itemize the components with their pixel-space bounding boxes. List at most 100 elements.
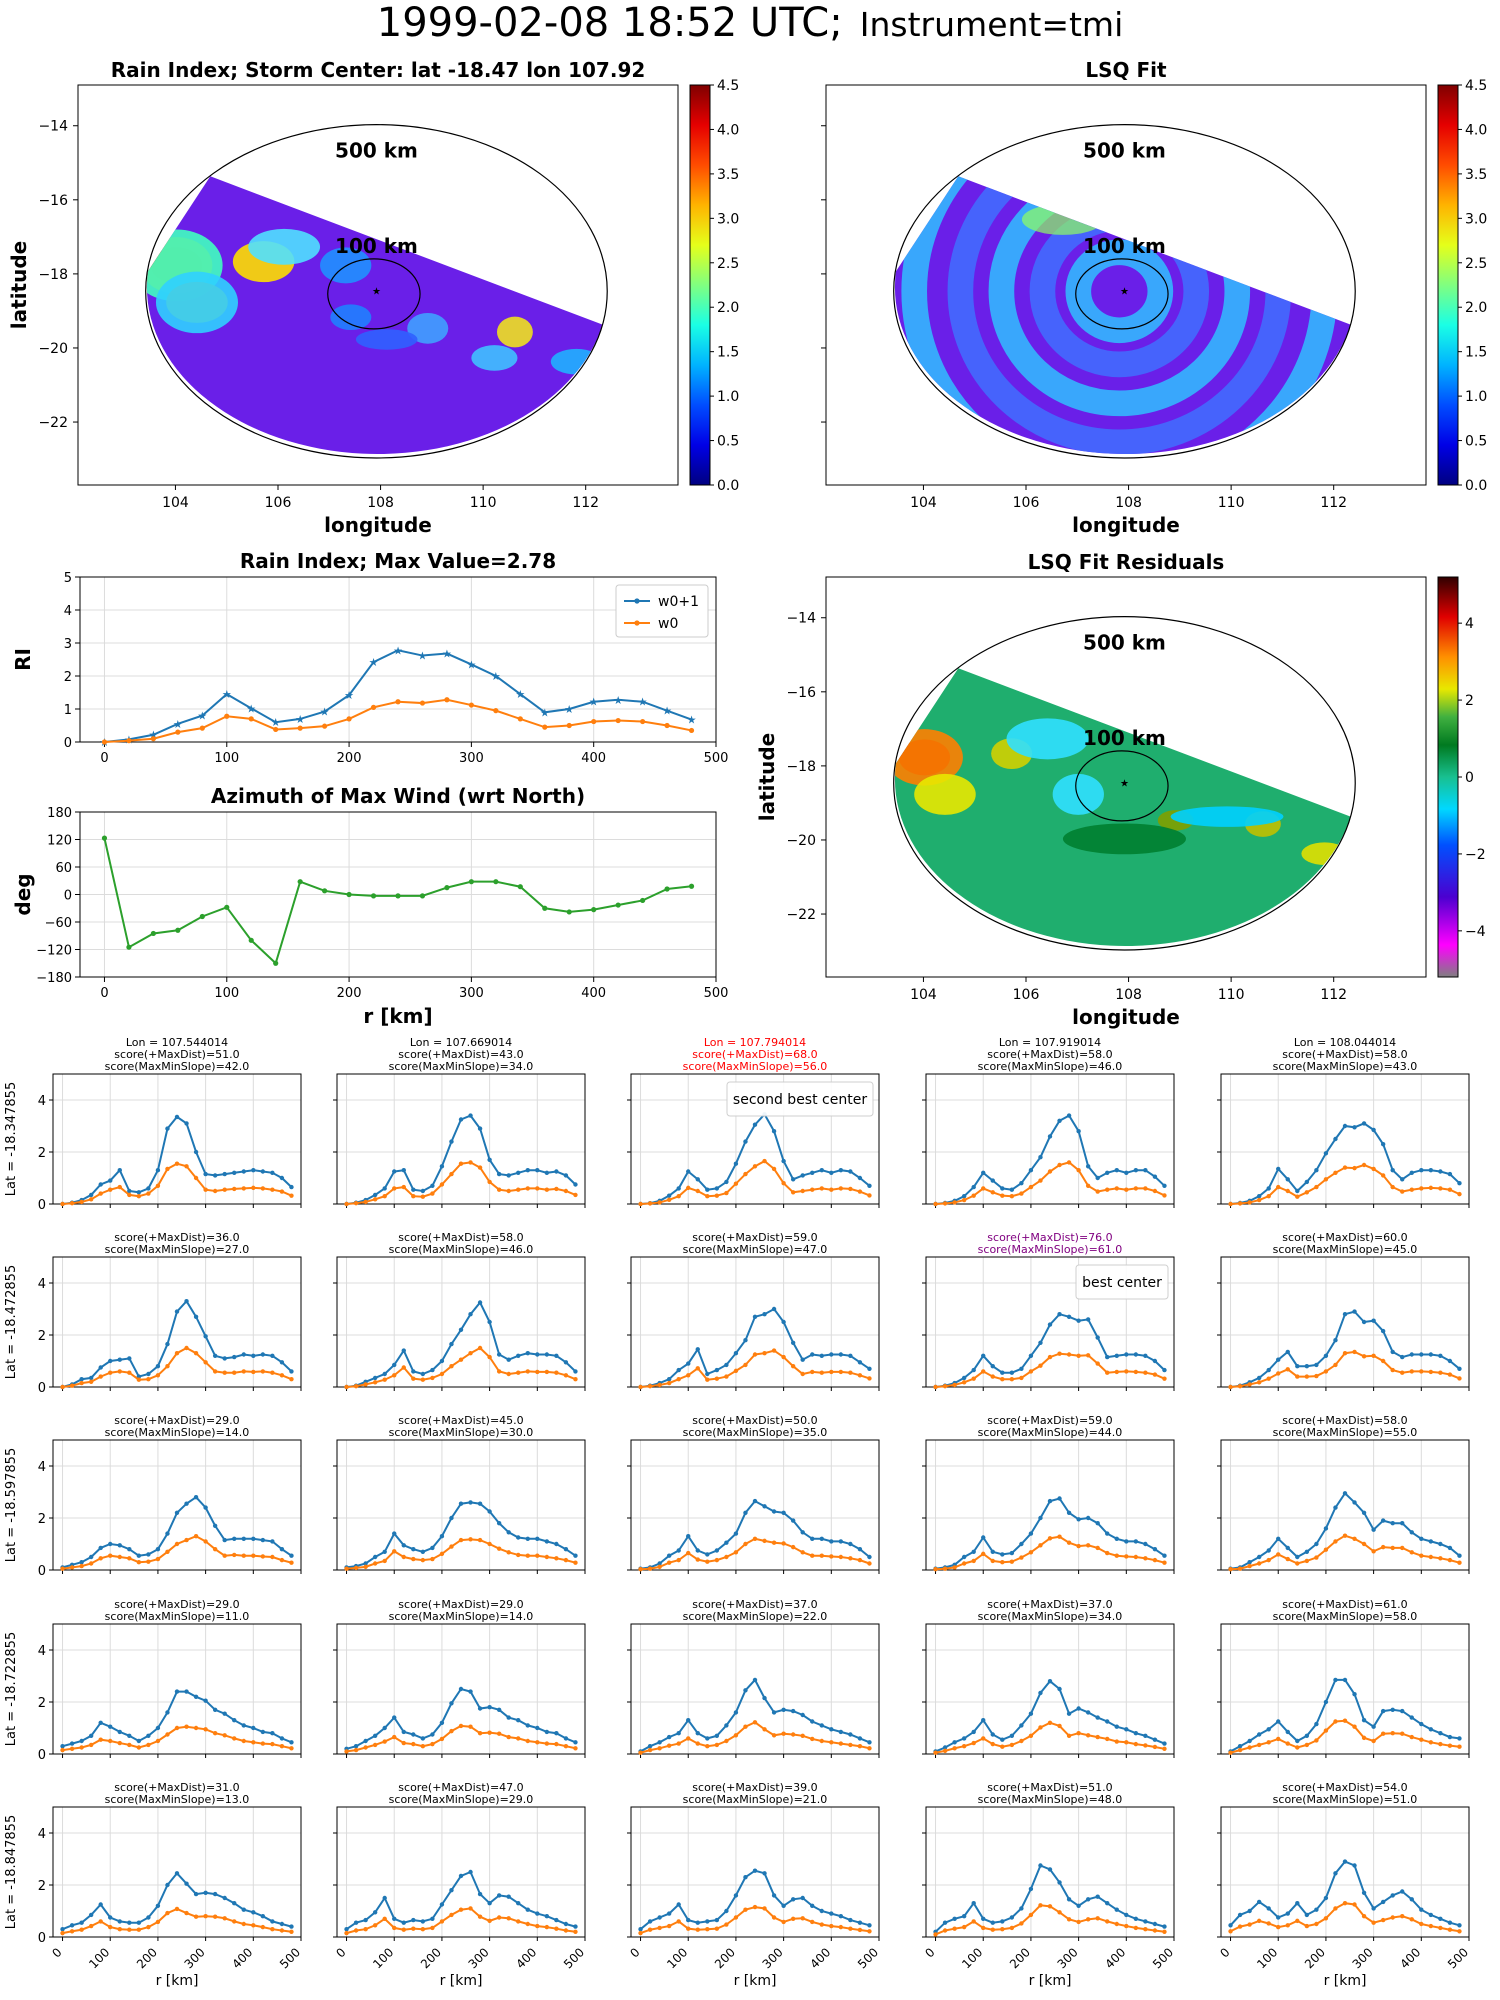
data-point	[790, 1518, 796, 1523]
data-point	[468, 1869, 473, 1875]
residual-cell	[1052, 773, 1104, 815]
data-point	[353, 1201, 359, 1206]
data-point	[1276, 1371, 1281, 1376]
row-lat-label: Lat = -18.722855	[4, 1632, 19, 1746]
data-point	[1276, 1536, 1281, 1542]
ring-500km	[145, 124, 608, 459]
data-point	[260, 1914, 266, 1919]
data-point	[790, 1364, 796, 1369]
data-point	[411, 1741, 416, 1747]
data-point	[1457, 1376, 1462, 1381]
data-point	[781, 1731, 786, 1736]
data-point	[1143, 1733, 1148, 1739]
data-point	[952, 1200, 957, 1205]
data-point	[1047, 1169, 1053, 1174]
data-point: ★	[687, 714, 697, 727]
data-point	[279, 1921, 285, 1927]
data-point	[496, 1915, 502, 1920]
data-point	[193, 1351, 199, 1356]
data-point	[98, 1545, 103, 1551]
data-point	[1162, 1376, 1167, 1381]
data-point	[1076, 1543, 1081, 1549]
plot-frame	[925, 1439, 1175, 1571]
data-point	[1019, 1921, 1024, 1926]
x-axis-label: r [km]	[440, 1973, 483, 1989]
data-point	[289, 1369, 294, 1374]
data-point	[676, 1557, 681, 1563]
data-point	[1285, 1911, 1290, 1916]
data-point	[363, 1738, 368, 1744]
data-point	[1105, 1736, 1110, 1742]
data-point	[279, 1744, 285, 1749]
series-line	[1230, 1122, 1461, 1205]
data-point	[1333, 1539, 1338, 1544]
data-point	[516, 1901, 521, 1906]
plot-frame	[52, 1256, 302, 1388]
data-point	[1237, 1201, 1243, 1206]
data-point	[241, 1553, 246, 1558]
data-point	[1323, 1916, 1329, 1921]
data-point	[1162, 1183, 1167, 1189]
data-point	[1095, 1545, 1100, 1551]
data-point	[363, 1561, 368, 1566]
data-point	[1000, 1370, 1005, 1375]
data-point	[971, 1558, 976, 1564]
data-point	[487, 1918, 492, 1924]
series-line	[346, 1907, 576, 1935]
data-point	[88, 1379, 94, 1385]
data-point	[1285, 1556, 1290, 1562]
data-point	[1000, 1737, 1005, 1742]
data-point	[666, 1560, 672, 1565]
data-point	[829, 1727, 834, 1732]
data-point	[724, 1922, 729, 1927]
data-point	[477, 1914, 483, 1919]
data-point	[1247, 1560, 1252, 1565]
data-point	[762, 1351, 767, 1356]
data-point	[241, 1921, 246, 1927]
data-point	[1352, 1863, 1357, 1868]
data-point	[98, 1902, 103, 1907]
data-point	[1066, 1540, 1072, 1545]
data-point	[752, 1314, 758, 1320]
data-point	[544, 1924, 550, 1930]
data-point	[136, 1194, 142, 1199]
data-point	[487, 1179, 492, 1185]
data-point	[1295, 1374, 1300, 1379]
data-point	[1256, 1742, 1262, 1748]
data-point	[1361, 1735, 1367, 1741]
data-point	[1228, 1923, 1233, 1928]
subplot-title-line: score(MaxMinSlope)=14.0	[105, 1426, 250, 1439]
subplot-title-line: score(MaxMinSlope)=13.0	[105, 1793, 250, 1806]
data-point	[155, 1183, 161, 1189]
data-point	[1342, 1677, 1348, 1683]
data-point	[790, 1708, 796, 1714]
plot-frame	[52, 1073, 302, 1205]
data-point	[1009, 1194, 1015, 1199]
plot-frame	[925, 1256, 1175, 1388]
data-point	[382, 1895, 387, 1901]
data-point	[1000, 1193, 1005, 1198]
x-tick-label: 104	[910, 495, 937, 511]
data-point	[241, 1169, 246, 1174]
data-point	[477, 1300, 483, 1305]
data-point	[990, 1190, 995, 1195]
data-point	[430, 1925, 435, 1931]
data-point	[174, 1309, 180, 1314]
data-point	[79, 1560, 84, 1565]
x-tick-label: 110	[470, 495, 497, 511]
candidate-subplot: score(+MaxDist)=50.0score(MaxMinSlope)=3…	[627, 1414, 880, 1574]
data-point	[781, 1181, 786, 1186]
data-point	[289, 1740, 294, 1745]
data-point	[1400, 1889, 1405, 1894]
data-point	[733, 1368, 739, 1374]
data-point	[203, 1171, 208, 1177]
data-point	[952, 1916, 957, 1922]
subplot-title-line: score(MaxMinSlope)=47.0	[683, 1243, 828, 1256]
data-point	[1352, 1125, 1357, 1130]
subplot-title-line: score(+MaxDist)=61.0	[1282, 1598, 1407, 1611]
subplot-title-line: score(+MaxDist)=36.0	[114, 1231, 239, 1244]
data-point	[752, 1498, 758, 1504]
data-point	[401, 1740, 406, 1746]
data-point	[573, 1929, 578, 1935]
data-point	[848, 1370, 853, 1375]
